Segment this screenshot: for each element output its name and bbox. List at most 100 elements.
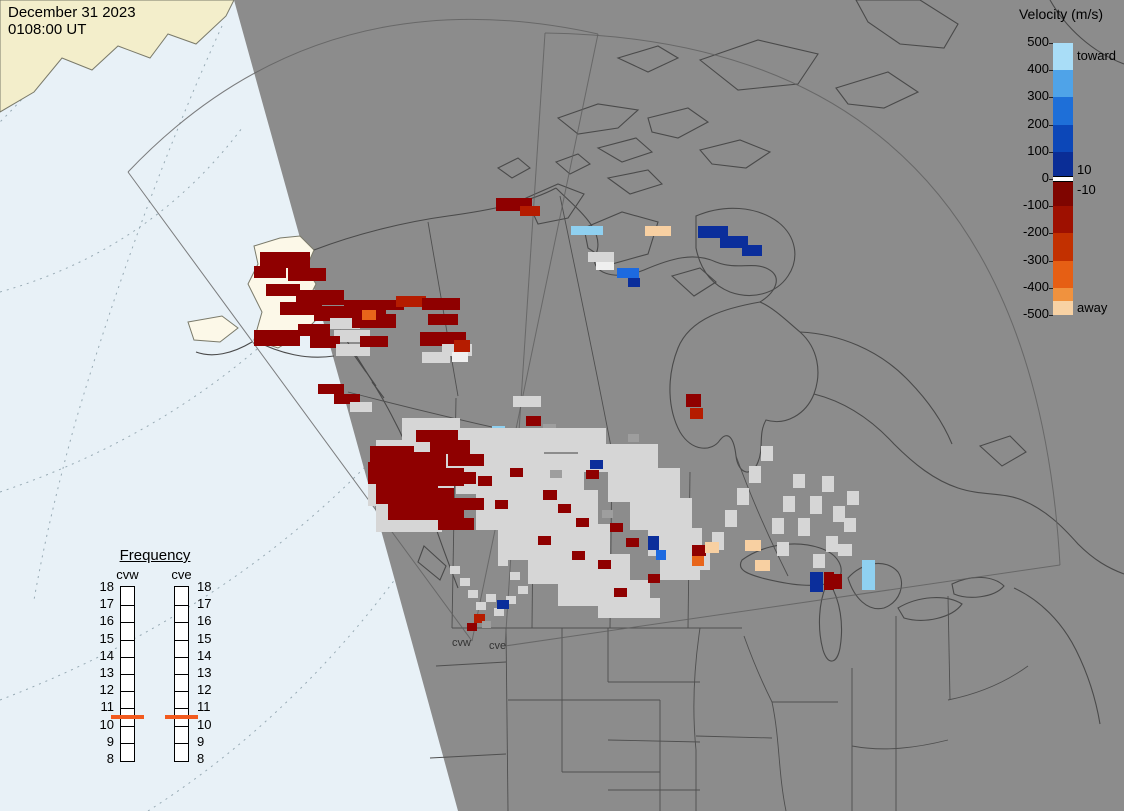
frequency-bar-label: cve	[171, 567, 192, 582]
echo-cell	[692, 556, 704, 566]
echo-cell	[406, 488, 454, 504]
echo-cell	[382, 300, 404, 310]
frequency-scale-label: 12	[99, 682, 114, 698]
echo-cell	[422, 298, 460, 310]
frequency-panel-title: Frequency	[119, 547, 191, 564]
fov-edge-cve	[504, 564, 1061, 647]
arctic-coast-east	[555, 187, 777, 303]
echo-cell	[686, 394, 701, 407]
velocity-tick-label: -300	[1022, 251, 1049, 267]
velocity-colorbar-segment	[1053, 70, 1073, 98]
frequency-scale-label: 16	[197, 613, 212, 629]
state-border	[947, 595, 951, 701]
frequency-marker	[165, 715, 198, 719]
velocity-tick-label: 0	[1041, 170, 1049, 185]
echo-cell	[296, 290, 344, 305]
echo-cell	[254, 266, 286, 278]
echo-cell	[576, 518, 589, 527]
echo-cell	[608, 468, 680, 502]
frequency-scale-label: 18	[99, 579, 114, 594]
frequency-bar-tick	[175, 708, 188, 710]
echo-cell	[692, 545, 706, 556]
newfoundland	[978, 435, 1027, 467]
echo-cell	[749, 466, 761, 483]
echo-cell	[824, 572, 834, 590]
echo-cell	[822, 476, 834, 492]
echo-cell	[725, 510, 737, 527]
arctic-island	[556, 103, 640, 135]
velocity-tick-label: -100	[1022, 197, 1049, 213]
radar-echo-layer	[254, 198, 875, 631]
state-border	[435, 661, 507, 667]
echo-cell	[486, 594, 496, 602]
echo-cell	[810, 572, 823, 592]
echo-cell	[513, 396, 541, 407]
vancouver-island	[417, 545, 447, 581]
echo-cell	[438, 518, 474, 530]
province-border	[735, 455, 789, 577]
frequency-scale-label: 8	[197, 751, 205, 766]
baffin-island	[695, 207, 796, 296]
echo-cell	[862, 560, 875, 590]
frequency-scale-label: 18	[197, 579, 212, 594]
lake-erie	[897, 597, 963, 621]
velocity-colorbar-segment	[1053, 260, 1073, 288]
frequency-bar-tick	[121, 674, 134, 675]
echo-cell	[506, 596, 516, 604]
labrador-coast	[813, 393, 1124, 575]
frequency-scale-label: 11	[197, 699, 211, 715]
graticule-lines	[0, 0, 419, 811]
radar-site-labels: cvw cve	[452, 637, 506, 652]
timestamp-date: December 31 2023	[8, 4, 136, 21]
echo-cell	[777, 542, 789, 556]
echo-cell	[598, 560, 611, 569]
ellesmere-island	[855, 0, 959, 49]
echo-cell	[288, 268, 326, 281]
us-east-coast	[1013, 587, 1101, 725]
velocity-colorbar-segment	[1053, 97, 1073, 125]
echo-cell	[810, 496, 822, 514]
echo-cell	[510, 572, 520, 580]
frequency-bar-tick	[121, 639, 134, 641]
echo-cell	[476, 602, 486, 610]
timestamp-time: 0108:00 UT	[8, 21, 87, 38]
echo-cell	[614, 588, 627, 597]
frequency-scale-label: 8	[106, 751, 114, 766]
echo-cell	[648, 574, 660, 583]
echo-cell	[798, 518, 810, 536]
echo-cell	[596, 262, 614, 270]
velocity-colorbar-segment	[1053, 176, 1073, 182]
velocity-tick-mark	[1049, 315, 1053, 316]
echo-cell	[422, 352, 450, 363]
velocity-tick-label: 500	[1027, 34, 1049, 49]
velocity-colorbar-segment	[1053, 151, 1073, 177]
frequency-bar-tick	[175, 674, 188, 675]
echo-cell	[520, 206, 540, 216]
echo-cell	[550, 470, 562, 478]
echo-cell	[416, 430, 458, 442]
echo-cell	[468, 590, 478, 598]
velocity-colorbar-segment	[1053, 301, 1073, 315]
state-border	[505, 627, 509, 811]
echo-cell	[478, 476, 492, 486]
frequency-scale-label: 9	[106, 733, 114, 749]
echo-cell	[705, 542, 719, 553]
fov-edge-cvw	[471, 33, 599, 642]
echo-cell	[617, 268, 639, 278]
frequency-scale-label: 13	[99, 665, 114, 680]
echo-cell	[645, 226, 671, 236]
echo-cell	[745, 540, 761, 551]
arctic-island	[835, 71, 920, 109]
frequency-bar-tick	[121, 742, 134, 744]
frequency-bar-tick	[175, 622, 188, 624]
velocity-legend-title: Velocity (m/s)	[1018, 6, 1103, 22]
echo-cell	[838, 544, 852, 556]
arctic-island	[606, 169, 664, 195]
velocity-tick-label: -400	[1022, 278, 1049, 294]
frequency-bar-label: cvw	[116, 567, 139, 582]
echo-cell	[398, 452, 446, 468]
echo-cell	[602, 510, 613, 518]
frequency-bar-tick	[175, 742, 188, 744]
graticule-meridian	[33, 25, 223, 601]
velocity-tick-mark	[1049, 97, 1053, 99]
